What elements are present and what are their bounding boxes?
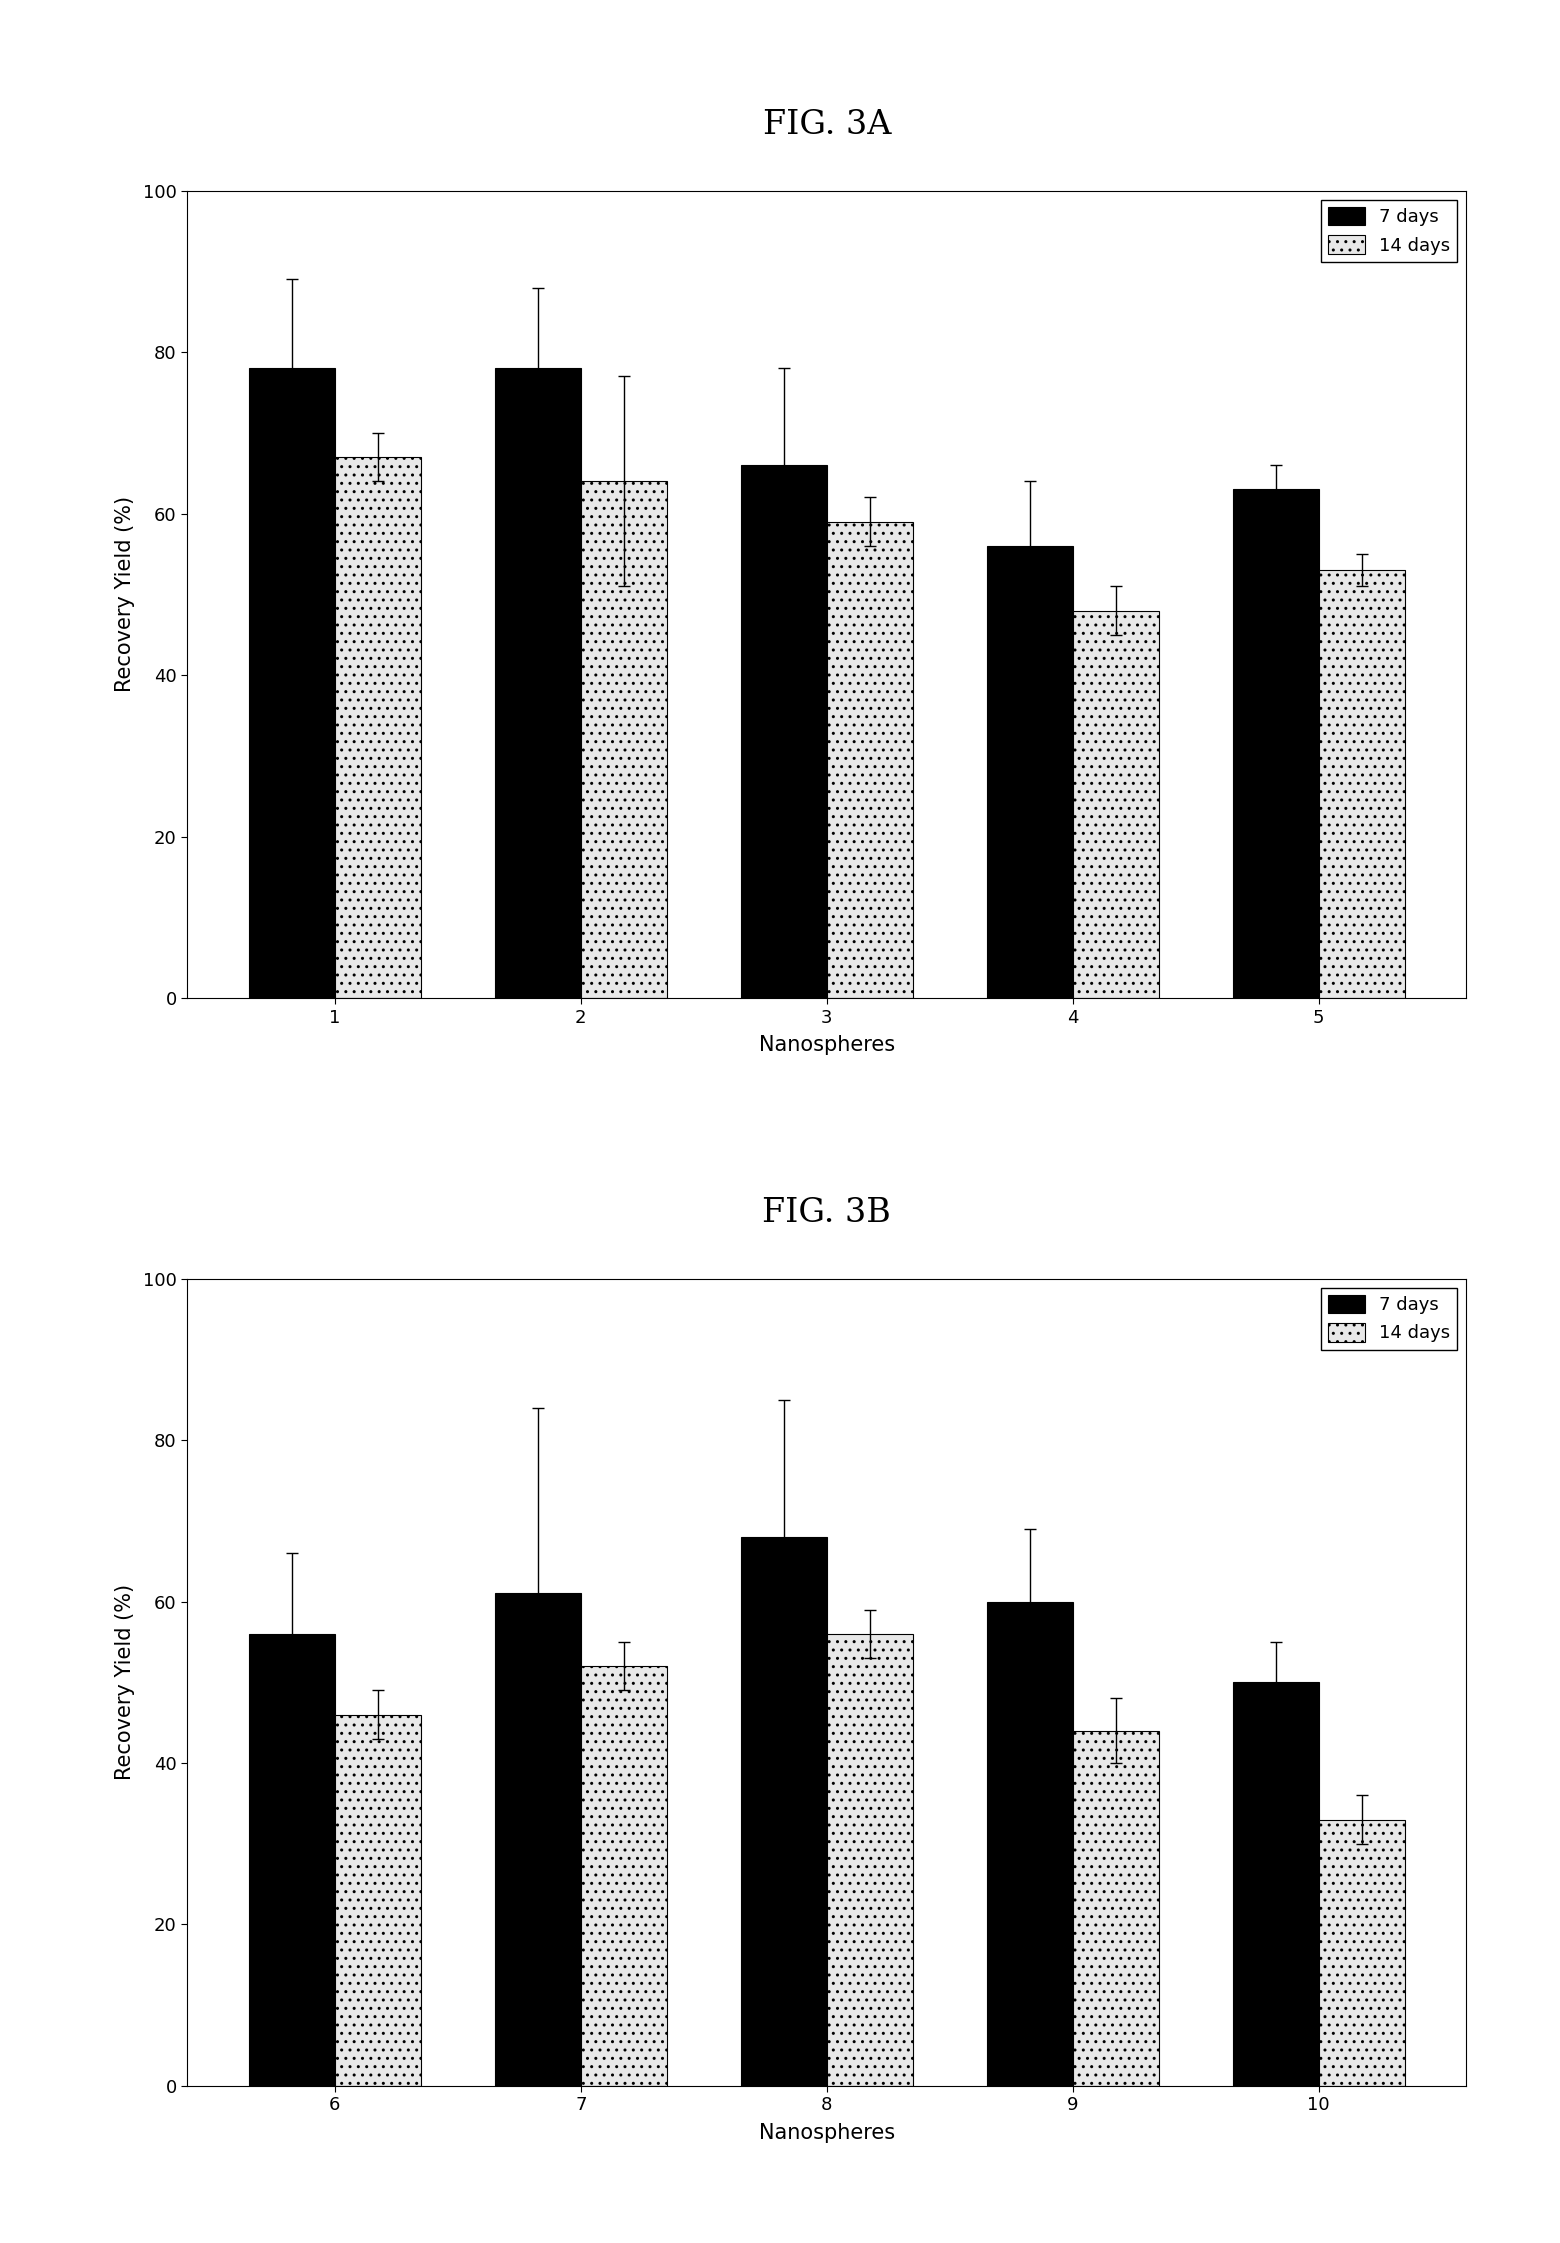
Bar	[1318, 1819, 1406, 2086]
Text: FIG. 3A: FIG. 3A	[763, 110, 891, 141]
Legend: 7 days, 14 days: 7 days, 14 days	[1321, 200, 1457, 262]
Bar	[495, 368, 580, 998]
Bar	[987, 545, 1073, 998]
X-axis label: Nanospheres: Nanospheres	[758, 1034, 895, 1054]
Text: FIG. 3B: FIG. 3B	[763, 1198, 891, 1229]
Y-axis label: Recovery Yield (%): Recovery Yield (%)	[114, 1584, 134, 1781]
Bar	[741, 1536, 827, 2086]
Bar	[827, 1633, 913, 2086]
Bar	[1073, 1732, 1159, 2086]
Bar	[1232, 1682, 1318, 2086]
Bar	[987, 1602, 1073, 2086]
Bar	[1318, 570, 1406, 998]
Legend: 7 days, 14 days: 7 days, 14 days	[1321, 1287, 1457, 1350]
Bar	[1232, 489, 1318, 998]
Bar	[248, 1633, 335, 2086]
Bar	[741, 464, 827, 998]
Bar	[495, 1593, 580, 2086]
X-axis label: Nanospheres: Nanospheres	[758, 2122, 895, 2142]
Bar	[248, 368, 335, 998]
Bar	[335, 458, 421, 998]
Y-axis label: Recovery Yield (%): Recovery Yield (%)	[114, 496, 134, 693]
Bar	[1073, 610, 1159, 998]
Bar	[580, 482, 666, 998]
Bar	[827, 523, 913, 998]
Bar	[335, 1714, 421, 2086]
Bar	[580, 1667, 666, 2086]
